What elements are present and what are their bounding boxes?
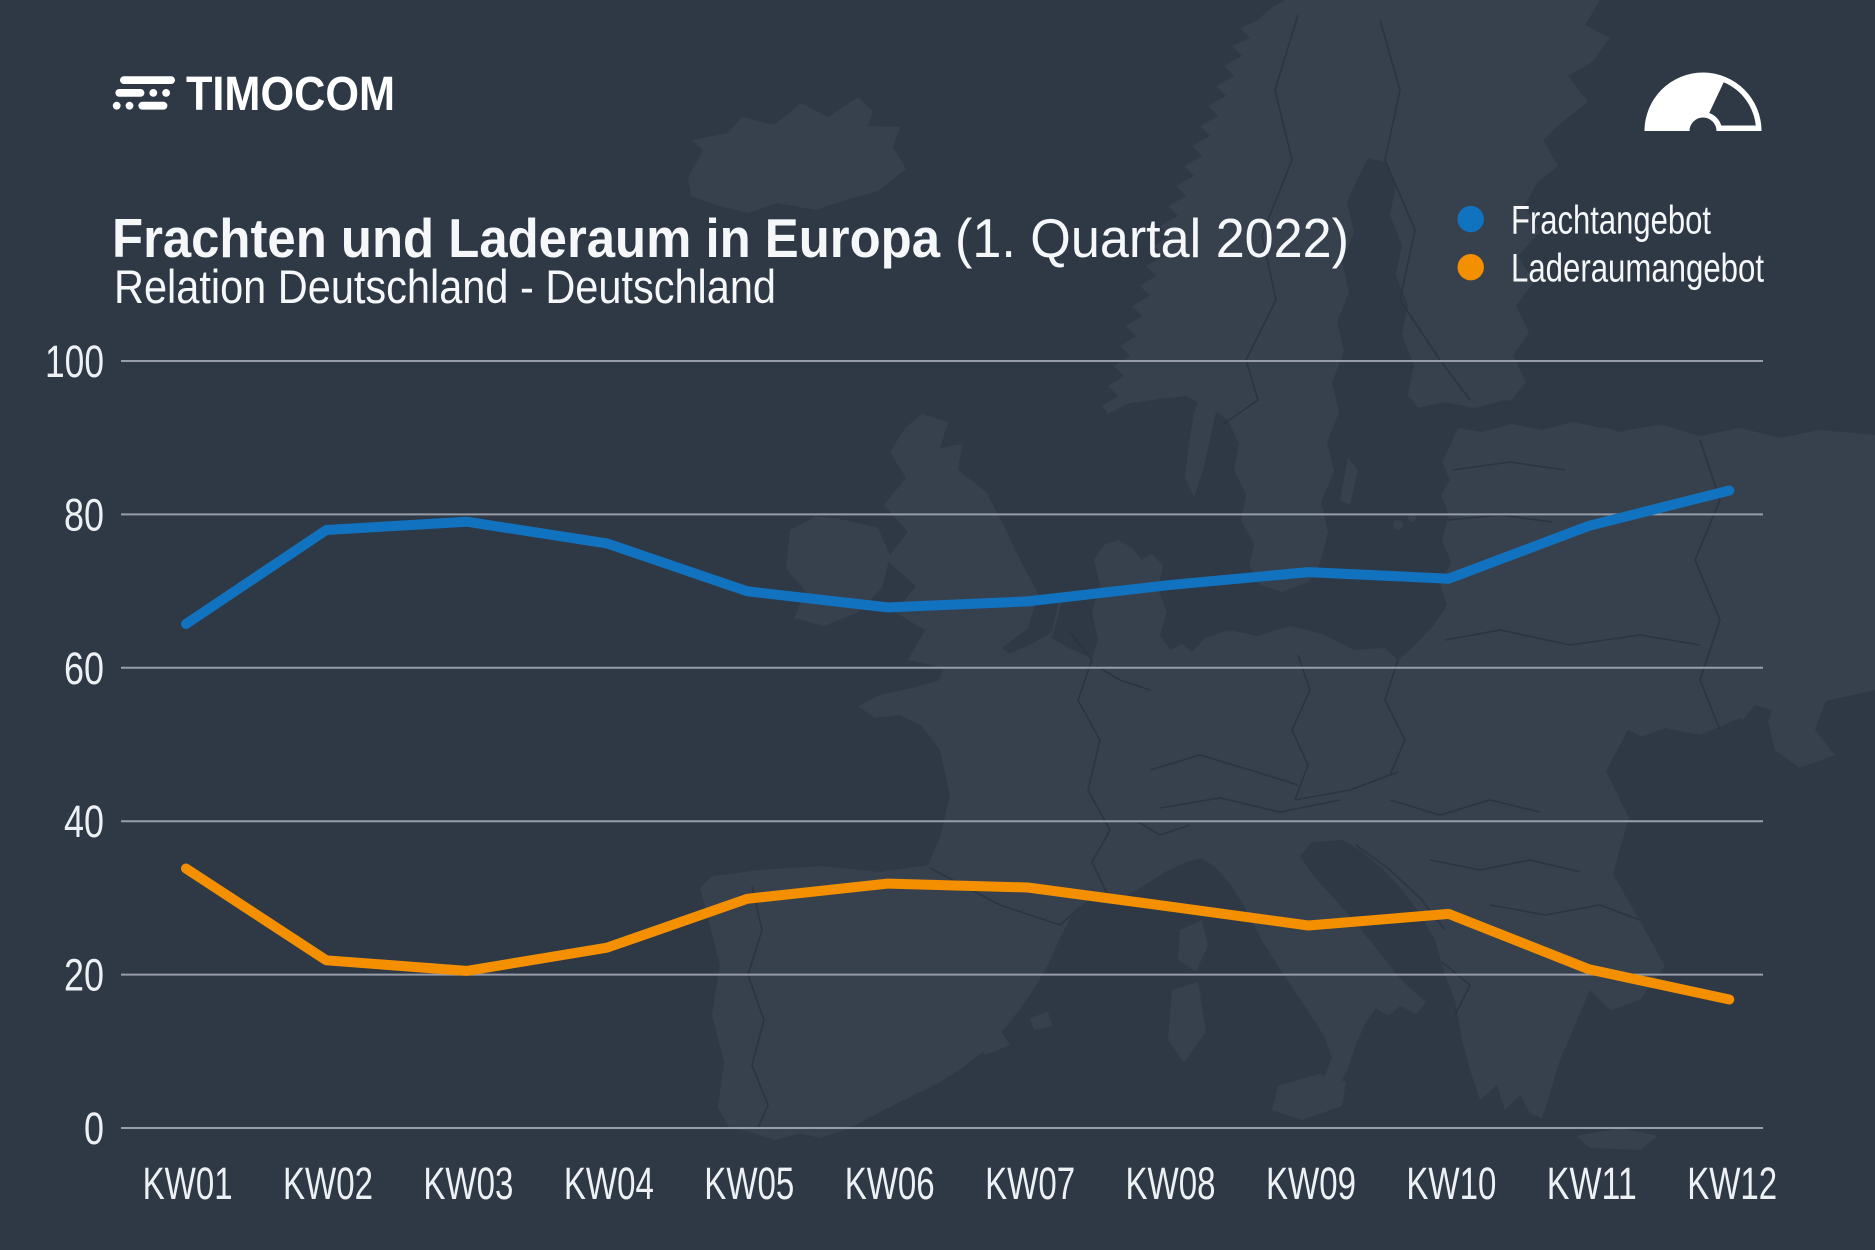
svg-text:KW12: KW12 [1687, 1158, 1777, 1209]
svg-text:(1. Quartal 2022): (1. Quartal 2022) [955, 207, 1349, 269]
svg-text:40: 40 [64, 796, 104, 847]
svg-text:Frachtangebot: Frachtangebot [1511, 198, 1711, 242]
svg-text:20: 20 [64, 950, 104, 1001]
svg-text:Frachten und Laderaum in Europ: Frachten und Laderaum in Europa [112, 207, 940, 269]
svg-text:0: 0 [84, 1103, 104, 1154]
svg-text:Relation Deutschland - Deutsch: Relation Deutschland - Deutschland [114, 260, 776, 313]
svg-text:KW05: KW05 [704, 1158, 794, 1209]
svg-text:TIMOCOM: TIMOCOM [186, 67, 395, 121]
svg-text:100: 100 [45, 336, 104, 387]
svg-text:KW06: KW06 [845, 1158, 935, 1209]
svg-text:80: 80 [64, 489, 104, 540]
svg-text:KW04: KW04 [564, 1158, 654, 1209]
svg-text:KW02: KW02 [283, 1158, 373, 1209]
svg-text:60: 60 [64, 643, 104, 694]
svg-text:KW08: KW08 [1126, 1158, 1216, 1209]
svg-text:KW03: KW03 [423, 1158, 513, 1209]
svg-text:KW09: KW09 [1266, 1158, 1356, 1209]
svg-text:KW01: KW01 [143, 1158, 233, 1209]
svg-text:Laderaumangebot: Laderaumangebot [1511, 247, 1764, 291]
svg-text:KW07: KW07 [985, 1158, 1075, 1209]
svg-text:KW10: KW10 [1406, 1158, 1496, 1209]
svg-text:KW11: KW11 [1547, 1158, 1637, 1209]
